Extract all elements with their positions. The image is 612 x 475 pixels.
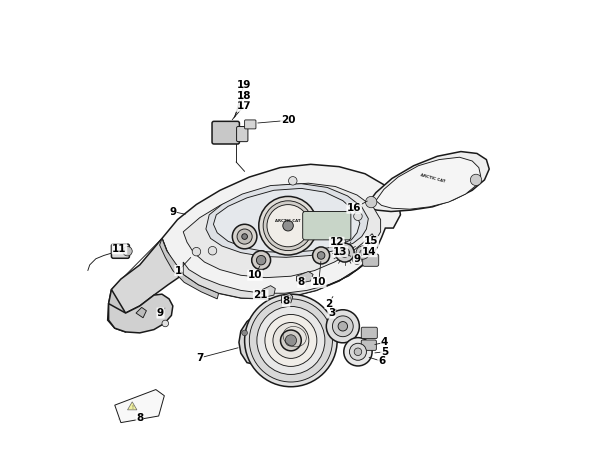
Text: 8: 8 [136,413,143,423]
Text: 6: 6 [378,356,385,366]
Circle shape [233,224,257,249]
Polygon shape [160,238,218,299]
Polygon shape [162,164,400,299]
Text: 17: 17 [236,101,251,111]
Circle shape [242,234,247,239]
Circle shape [356,246,369,259]
Text: 8: 8 [283,296,290,306]
Polygon shape [261,285,275,296]
Text: 14: 14 [362,247,376,256]
Text: 16: 16 [347,203,362,213]
Text: 2: 2 [325,299,332,309]
Text: 10: 10 [312,277,326,287]
FancyBboxPatch shape [111,244,129,258]
Circle shape [354,212,362,220]
Text: 21: 21 [253,290,268,300]
FancyBboxPatch shape [361,340,376,351]
Circle shape [242,330,247,336]
Circle shape [192,247,201,256]
Text: 9: 9 [170,207,176,217]
FancyBboxPatch shape [363,254,379,266]
Polygon shape [183,259,370,299]
Circle shape [265,314,317,366]
Circle shape [237,229,252,244]
Text: 4: 4 [381,337,388,347]
Polygon shape [376,157,480,209]
Text: 8: 8 [297,277,305,287]
FancyBboxPatch shape [303,211,351,240]
Circle shape [360,250,365,256]
Polygon shape [114,390,165,423]
Circle shape [162,320,168,327]
Text: 9: 9 [354,254,360,264]
Circle shape [286,295,291,300]
Text: 7: 7 [196,353,203,363]
Circle shape [344,338,372,366]
Text: ARCTIC CAT: ARCTIC CAT [275,219,301,223]
Circle shape [288,177,297,185]
Circle shape [273,323,309,359]
Circle shape [259,197,318,255]
Polygon shape [367,152,489,211]
Text: !: ! [131,405,133,410]
Polygon shape [183,183,381,278]
Circle shape [365,197,377,208]
Polygon shape [214,189,360,253]
Text: 18: 18 [236,91,251,101]
Circle shape [252,251,271,270]
Text: 3: 3 [328,308,335,318]
Circle shape [332,316,353,337]
Circle shape [267,205,309,247]
Text: 11: 11 [112,244,127,254]
Circle shape [335,243,354,262]
Circle shape [245,294,337,387]
Text: ARCTIC CAT: ARCTIC CAT [420,173,446,184]
Polygon shape [206,184,368,257]
Polygon shape [127,402,137,410]
Circle shape [313,247,330,264]
Circle shape [471,174,482,186]
Circle shape [353,256,361,265]
Circle shape [285,335,297,346]
FancyBboxPatch shape [361,327,378,339]
Text: 9: 9 [157,308,164,318]
Circle shape [249,299,332,382]
Text: 1: 1 [175,266,182,276]
Polygon shape [108,294,173,333]
Circle shape [208,247,217,255]
Circle shape [280,330,301,351]
Circle shape [338,322,348,331]
Polygon shape [282,293,293,304]
Circle shape [349,343,367,360]
Polygon shape [239,311,286,367]
Circle shape [354,348,362,356]
Circle shape [326,310,359,343]
Text: 13: 13 [333,247,348,256]
Polygon shape [297,272,313,282]
Circle shape [257,306,325,374]
Text: 20: 20 [281,115,296,125]
Polygon shape [108,289,132,332]
Circle shape [123,247,132,256]
Polygon shape [136,307,146,318]
Polygon shape [108,238,183,313]
Circle shape [256,256,266,265]
Text: 12: 12 [329,237,344,247]
Circle shape [263,201,313,251]
FancyBboxPatch shape [237,126,248,142]
Text: 10: 10 [248,270,263,280]
FancyBboxPatch shape [245,120,256,129]
Circle shape [340,248,349,257]
FancyBboxPatch shape [212,121,239,144]
Circle shape [283,220,293,231]
Circle shape [318,252,325,259]
Text: 15: 15 [364,236,378,246]
Text: 5: 5 [381,347,388,357]
Text: 19: 19 [236,80,251,90]
